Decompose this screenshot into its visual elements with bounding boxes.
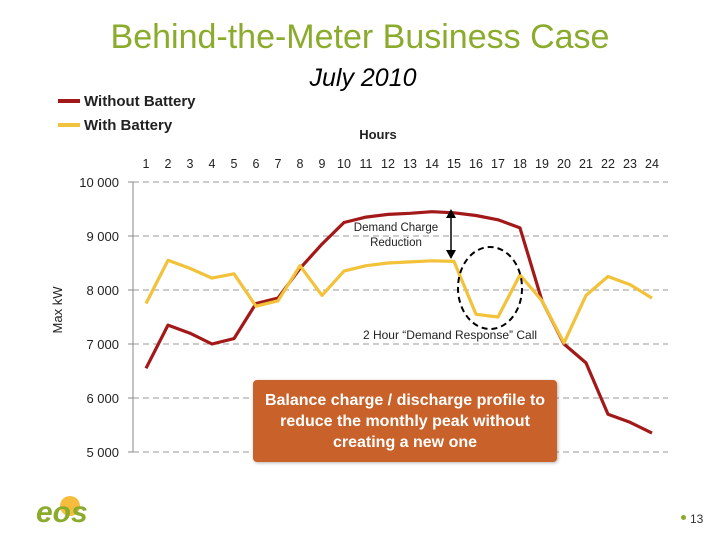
legend-item-with-battery: With Battery [58,114,196,136]
y-tick-label: 10 000 [79,175,119,190]
chart-legend: Without Battery With Battery [58,90,196,138]
legend-swatch-with-battery [58,123,80,127]
demand-charge-arrow [446,209,456,259]
y-axis-title: Max kW [50,286,65,334]
demand-charge-label-line1: Demand Charge [354,222,438,234]
y-tick-label: 7 000 [86,337,119,352]
x-tick-label: 13 [403,157,417,171]
x-tick-label: 7 [275,157,282,171]
legend-item-without-battery: Without Battery [58,90,196,112]
x-tick-label: 5 [231,157,238,171]
y-tick-label: 9 000 [86,229,119,244]
x-tick-label: 20 [557,157,571,171]
series-line-with-battery [144,258,653,345]
x-tick-label: 9 [319,157,326,171]
x-tick-label: 10 [337,157,351,171]
logo-sun-icon [60,496,80,516]
x-axis-title: Hours [359,127,397,142]
x-tick-label: 23 [623,157,637,171]
x-tick-label: 17 [491,157,505,171]
chart-subtitle: July 2010 [309,64,417,92]
x-tick-label: 6 [253,157,260,171]
y-tick-label: 6 000 [86,391,119,406]
x-tick-label: 16 [469,157,483,171]
legend-swatch-without-battery [58,99,80,103]
x-tick-label: 2 [165,157,172,171]
demand-response-label: 2 Hour “Demand Response” Call [363,328,537,342]
x-tick-label: 24 [645,157,659,171]
x-tick-label: 11 [360,157,373,171]
series-line-without-battery [144,210,653,435]
x-tick-label: 22 [601,157,615,171]
slide-title: Behind-the-Meter Business Case [110,18,610,56]
x-tick-label: 21 [579,157,593,171]
callout-box: Balance charge / discharge profile to re… [253,380,557,462]
y-tick-label: 8 000 [86,283,119,298]
x-tick-label: 3 [187,157,194,171]
x-tick-label: 4 [209,157,216,171]
legend-label-without-battery: Without Battery [84,92,196,110]
x-tick-label: 14 [425,157,439,171]
page-number: 13 [690,512,704,526]
demand-response-circle [457,246,523,330]
x-tick-label: 15 [447,157,461,171]
x-tick-label: 18 [513,157,527,171]
logo-text: eos [36,496,88,528]
y-tick-label: 5 000 [86,445,119,460]
eos-logo: eos [36,496,88,528]
x-tick-label: 12 [381,157,395,171]
x-tick-label: 8 [297,157,304,171]
x-tick-label: 1 [143,157,150,171]
page-bullet [681,515,686,520]
x-tick-label: 19 [535,157,549,171]
legend-label-with-battery: With Battery [84,116,173,134]
demand-charge-label-line2: Reduction [370,237,422,249]
